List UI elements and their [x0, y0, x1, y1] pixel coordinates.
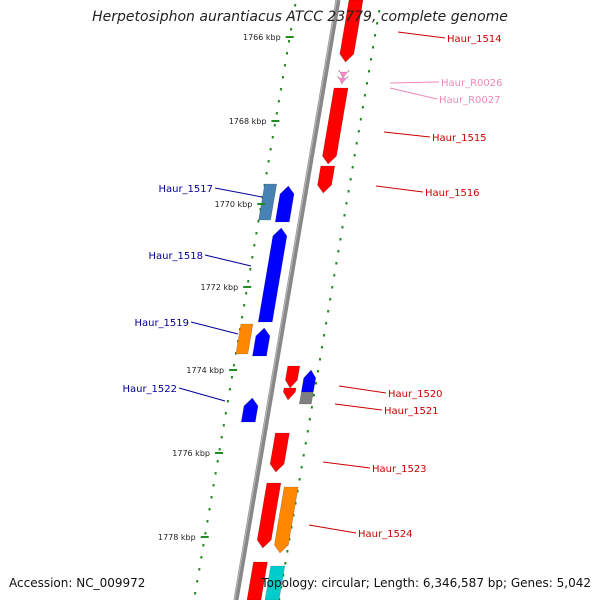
gene-label: Haur_1519	[134, 318, 189, 329]
gc-dotted-guides	[194, 3, 381, 600]
kbp-tick-label: 1772 kbp	[201, 283, 239, 292]
gene-label: Haur_1515	[432, 133, 487, 144]
gene-haur-1520	[285, 365, 301, 389]
gene-steel-1	[258, 183, 278, 221]
leader-line	[308, 524, 357, 534]
leader-line	[204, 254, 252, 267]
gene-haur-1521	[301, 369, 317, 393]
gene-orange-1	[235, 323, 254, 355]
gene-haur-1523	[269, 432, 290, 473]
gene-cyan-bottom	[264, 565, 286, 600]
gene-orange-2	[274, 486, 299, 554]
gene-haur-1522	[240, 397, 259, 423]
leader-line	[397, 31, 446, 39]
genome-backbone	[233, 0, 341, 600]
gene-red-bottom	[246, 561, 268, 600]
gene-label: Haur_1524	[358, 529, 413, 540]
gene-haur-1516	[317, 165, 336, 194]
gene-label: Haur_1523	[372, 464, 427, 475]
gene-haur-1514	[339, 0, 364, 63]
gene-label: Haur_1517	[158, 184, 213, 195]
map-title: Herpetosiphon aurantiacus ATCC 23779, co…	[92, 9, 508, 25]
gene-haur-1515	[322, 87, 349, 165]
genome-stats-text: Topology: circular; Length: 6,346,587 bp…	[261, 576, 591, 590]
gene-label: Haur_1516	[425, 188, 480, 199]
kbp-tick-label: 1766 kbp	[243, 33, 281, 42]
kbp-tick-label: 1778 kbp	[158, 533, 196, 542]
leader-line	[322, 461, 371, 469]
gene-gray-1	[298, 391, 314, 405]
backbone-line	[233, 0, 341, 600]
leader-line	[214, 187, 263, 198]
gene-haur-1520b	[283, 387, 297, 401]
gene-label: Haur_R0026	[441, 78, 503, 89]
leader-line	[375, 185, 424, 193]
accession-text: Accession: NC_009972	[9, 576, 146, 590]
leader-line	[190, 321, 239, 335]
gene-label: Haur_1514	[447, 34, 502, 45]
gene-haur-1518	[257, 227, 288, 323]
kbp-tick-label: 1776 kbp	[172, 449, 210, 458]
gene-haur-1519	[252, 327, 271, 357]
leader-line	[334, 403, 383, 411]
leader-line	[178, 387, 226, 402]
gene-haur-r0027	[337, 74, 349, 85]
kbp-ticks: 1766 kbp 1768 kbp 1770 kbp 1772 kbp 1774 kbp…	[158, 33, 294, 542]
gene-label: Haur_1518	[148, 251, 203, 262]
gene-label: Haur_1520	[388, 389, 443, 400]
gene-haur-r0026	[338, 68, 350, 79]
gene-label: Haur_R0027	[439, 95, 501, 106]
gene-label: Haur_1521	[384, 406, 439, 417]
kbp-tick-label: 1770 kbp	[215, 200, 253, 209]
gene-haur-1524	[256, 482, 282, 549]
leader-line	[389, 81, 440, 84]
gene-features	[235, 0, 364, 600]
leader-line	[383, 131, 431, 138]
gene-haur-1517	[274, 185, 295, 223]
leader-line	[389, 87, 438, 100]
gene-label: Haur_1522	[122, 384, 177, 395]
label-leader-lines: Haur_1514 Haur_R0026 Haur_R0027 Haur_1515 Ha…	[122, 31, 503, 540]
leader-line	[338, 385, 387, 394]
kbp-tick-label: 1774 kbp	[186, 366, 224, 375]
kbp-tick-label: 1768 kbp	[229, 117, 267, 126]
backbone-highlight	[234, 0, 337, 600]
